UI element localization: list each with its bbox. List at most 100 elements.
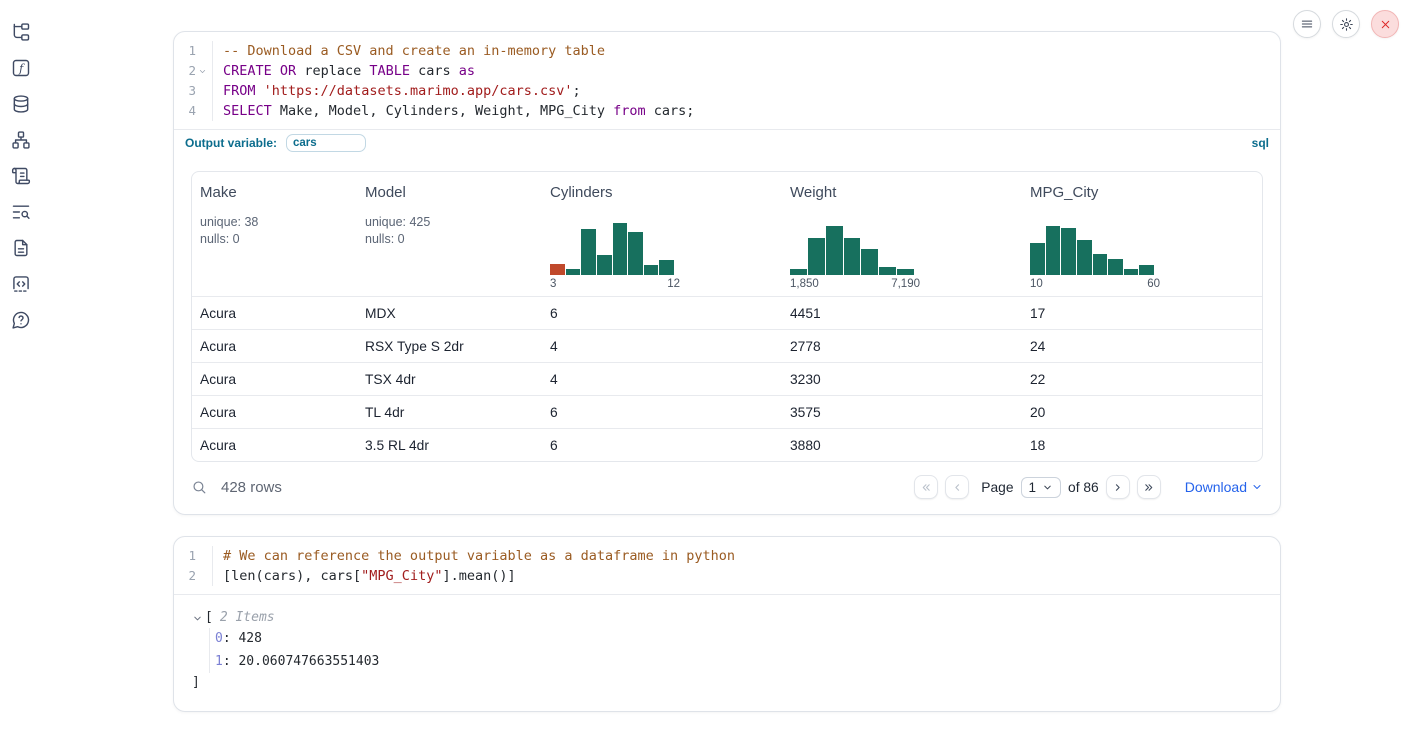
histogram-bar bbox=[1139, 265, 1154, 275]
token-plain: replace bbox=[296, 63, 369, 79]
previous-page-button[interactable] bbox=[945, 475, 969, 499]
code-line: 3FROM 'https://datasets.marimo.app/cars.… bbox=[174, 81, 1280, 101]
histogram-bar bbox=[1108, 259, 1123, 275]
python-code-editor[interactable]: 1# We can reference the output variable … bbox=[174, 537, 1280, 594]
variables-icon[interactable]: f bbox=[11, 58, 31, 78]
stat-line: nulls: 0 bbox=[365, 231, 534, 248]
histogram-bar bbox=[581, 229, 596, 275]
code-content: CREATE OR replace TABLE cars as bbox=[212, 61, 1280, 81]
token-plain: cars bbox=[410, 63, 459, 79]
column-header-model[interactable]: Modelunique: 425nulls: 0 bbox=[357, 172, 542, 296]
stat-line: unique: 38 bbox=[200, 214, 349, 231]
code-content: SELECT Make, Model, Cylinders, Weight, M… bbox=[212, 101, 1280, 121]
histogram-axis-labels: 312 bbox=[550, 278, 680, 290]
output-variable-input[interactable] bbox=[286, 134, 366, 152]
documentation-icon[interactable] bbox=[11, 238, 31, 258]
search-icon[interactable] bbox=[191, 479, 208, 496]
sql-code-editor[interactable]: 1-- Download a CSV and create an in-memo… bbox=[174, 32, 1280, 129]
column-header-weight[interactable]: Weight1,8507,190 bbox=[782, 172, 1022, 296]
histogram-axis-labels: 1060 bbox=[1030, 278, 1160, 290]
histogram-bar bbox=[644, 265, 659, 275]
entry-value: 20.060747663551403 bbox=[238, 654, 379, 669]
histogram-bar bbox=[861, 249, 878, 275]
table-cell: Acura bbox=[192, 429, 357, 461]
code-line: 1-- Download a CSV and create an in-memo… bbox=[174, 41, 1280, 61]
fold-chevron-icon[interactable] bbox=[196, 61, 208, 81]
page-select-value: 1 bbox=[1029, 480, 1037, 495]
table-cell: Acura bbox=[192, 396, 357, 428]
shutdown-button[interactable] bbox=[1371, 10, 1399, 38]
column-header-make[interactable]: Makeunique: 38nulls: 0 bbox=[192, 172, 357, 296]
last-page-button[interactable] bbox=[1137, 475, 1161, 499]
page-select[interactable]: 1 bbox=[1021, 477, 1062, 498]
code-content: # We can reference the output variable a… bbox=[212, 546, 1280, 566]
axis-min-label: 3 bbox=[550, 278, 556, 290]
code-line: 2 CREATE OR replace TABLE cars as bbox=[174, 61, 1280, 81]
settings-button[interactable] bbox=[1332, 10, 1360, 38]
code-content: [len(cars), cars["MPG_City"].mean()] bbox=[212, 566, 1280, 586]
code-line: 2[len(cars), cars["MPG_City"].mean()] bbox=[174, 566, 1280, 586]
table-cell: 3.5 RL 4dr bbox=[357, 429, 542, 461]
token-plain bbox=[256, 83, 264, 99]
axis-min-label: 1,850 bbox=[790, 278, 819, 290]
token-keyword: from bbox=[613, 103, 646, 119]
token-plain: cars; bbox=[646, 103, 695, 119]
histogram-bar bbox=[879, 267, 896, 275]
token-keyword: CREATE bbox=[223, 63, 272, 79]
code-line: 4 SELECT Make, Model, Cylinders, Weight, … bbox=[174, 101, 1280, 121]
scratchpad-icon[interactable] bbox=[11, 166, 31, 186]
menu-button[interactable] bbox=[1293, 10, 1321, 38]
line-number: 1 bbox=[174, 41, 196, 61]
table-cell: Acura bbox=[192, 363, 357, 395]
next-page-button[interactable] bbox=[1106, 475, 1130, 499]
column-header-mpg_city[interactable]: MPG_City1060 bbox=[1022, 172, 1262, 296]
download-button[interactable]: Download bbox=[1185, 479, 1263, 495]
items-count: 2 Items bbox=[220, 608, 275, 628]
token-plain: [len(cars), cars[ bbox=[223, 568, 361, 584]
datasources-icon[interactable] bbox=[11, 94, 31, 114]
snippets-icon[interactable] bbox=[11, 274, 31, 294]
logs-icon[interactable] bbox=[11, 202, 31, 222]
token-keyword: as bbox=[459, 63, 475, 79]
stat-line: nulls: 0 bbox=[200, 231, 349, 248]
table-cell: 3880 bbox=[782, 429, 1022, 461]
token-keyword: OR bbox=[280, 63, 296, 79]
table-cell: 18 bbox=[1022, 429, 1262, 461]
table-cell: TL 4dr bbox=[357, 396, 542, 428]
table-header: Makeunique: 38nulls: 0Modelunique: 425nu… bbox=[192, 172, 1262, 296]
token-keyword: SELECT bbox=[223, 103, 272, 119]
table-cell: Acura bbox=[192, 330, 357, 362]
column-header-cylinders[interactable]: Cylinders 312 bbox=[542, 172, 782, 296]
output-variable-label: Output variable: bbox=[185, 136, 277, 150]
table-cell: 17 bbox=[1022, 297, 1262, 329]
python-cell: 1# We can reference the output variable … bbox=[173, 536, 1281, 712]
column-histogram: 1060 bbox=[1030, 223, 1254, 290]
token-plain bbox=[272, 63, 280, 79]
histogram-bar bbox=[826, 226, 843, 275]
line-number: 2 bbox=[174, 61, 196, 81]
table-row: AcuraMDX6445117 bbox=[192, 296, 1262, 329]
histogram-bar bbox=[550, 264, 565, 275]
histogram-bar bbox=[808, 238, 825, 275]
axis-max-label: 7,190 bbox=[891, 278, 920, 290]
chevron-down-icon bbox=[1042, 482, 1053, 493]
token-comment: # We can reference the output variable a… bbox=[223, 548, 735, 564]
table-cell: 6 bbox=[542, 396, 782, 428]
histogram-bar bbox=[1061, 228, 1076, 275]
code-content: FROM 'https://datasets.marimo.app/cars.c… bbox=[212, 81, 1280, 101]
table-cell: MDX bbox=[357, 297, 542, 329]
histogram bbox=[790, 223, 914, 275]
dependency-graph-icon[interactable] bbox=[11, 130, 31, 150]
first-page-button[interactable] bbox=[914, 475, 938, 499]
help-icon[interactable] bbox=[11, 310, 31, 330]
table-footer: 428 rows Page 1 of 86 bbox=[174, 462, 1280, 499]
histogram bbox=[1030, 223, 1154, 275]
column-name: Cylinders bbox=[550, 184, 774, 201]
line-number: 4 bbox=[174, 101, 196, 121]
token-string: "MPG_City" bbox=[361, 568, 442, 584]
notebook-area: 1-- Download a CSV and create an in-memo… bbox=[173, 31, 1281, 712]
histogram-bar bbox=[844, 238, 861, 275]
collapse-icon[interactable] bbox=[192, 613, 203, 624]
language-badge[interactable]: sql bbox=[1252, 136, 1269, 150]
file-explorer-icon[interactable] bbox=[11, 22, 31, 42]
